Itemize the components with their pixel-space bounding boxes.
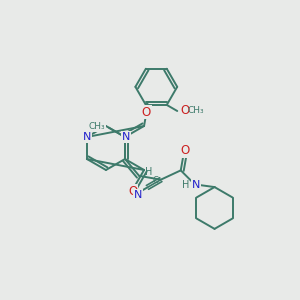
Text: N: N: [192, 180, 200, 190]
Text: O: O: [180, 144, 189, 157]
Text: N: N: [134, 190, 142, 200]
Text: O: O: [142, 106, 151, 118]
Text: CH₃: CH₃: [187, 106, 204, 116]
Text: N: N: [83, 132, 91, 142]
Text: O: O: [128, 185, 137, 198]
Text: O: O: [180, 104, 190, 118]
Text: C: C: [152, 176, 158, 185]
Text: N: N: [122, 132, 130, 142]
Text: H: H: [182, 180, 190, 190]
Text: CH₃: CH₃: [88, 122, 105, 131]
Text: H: H: [145, 167, 152, 177]
